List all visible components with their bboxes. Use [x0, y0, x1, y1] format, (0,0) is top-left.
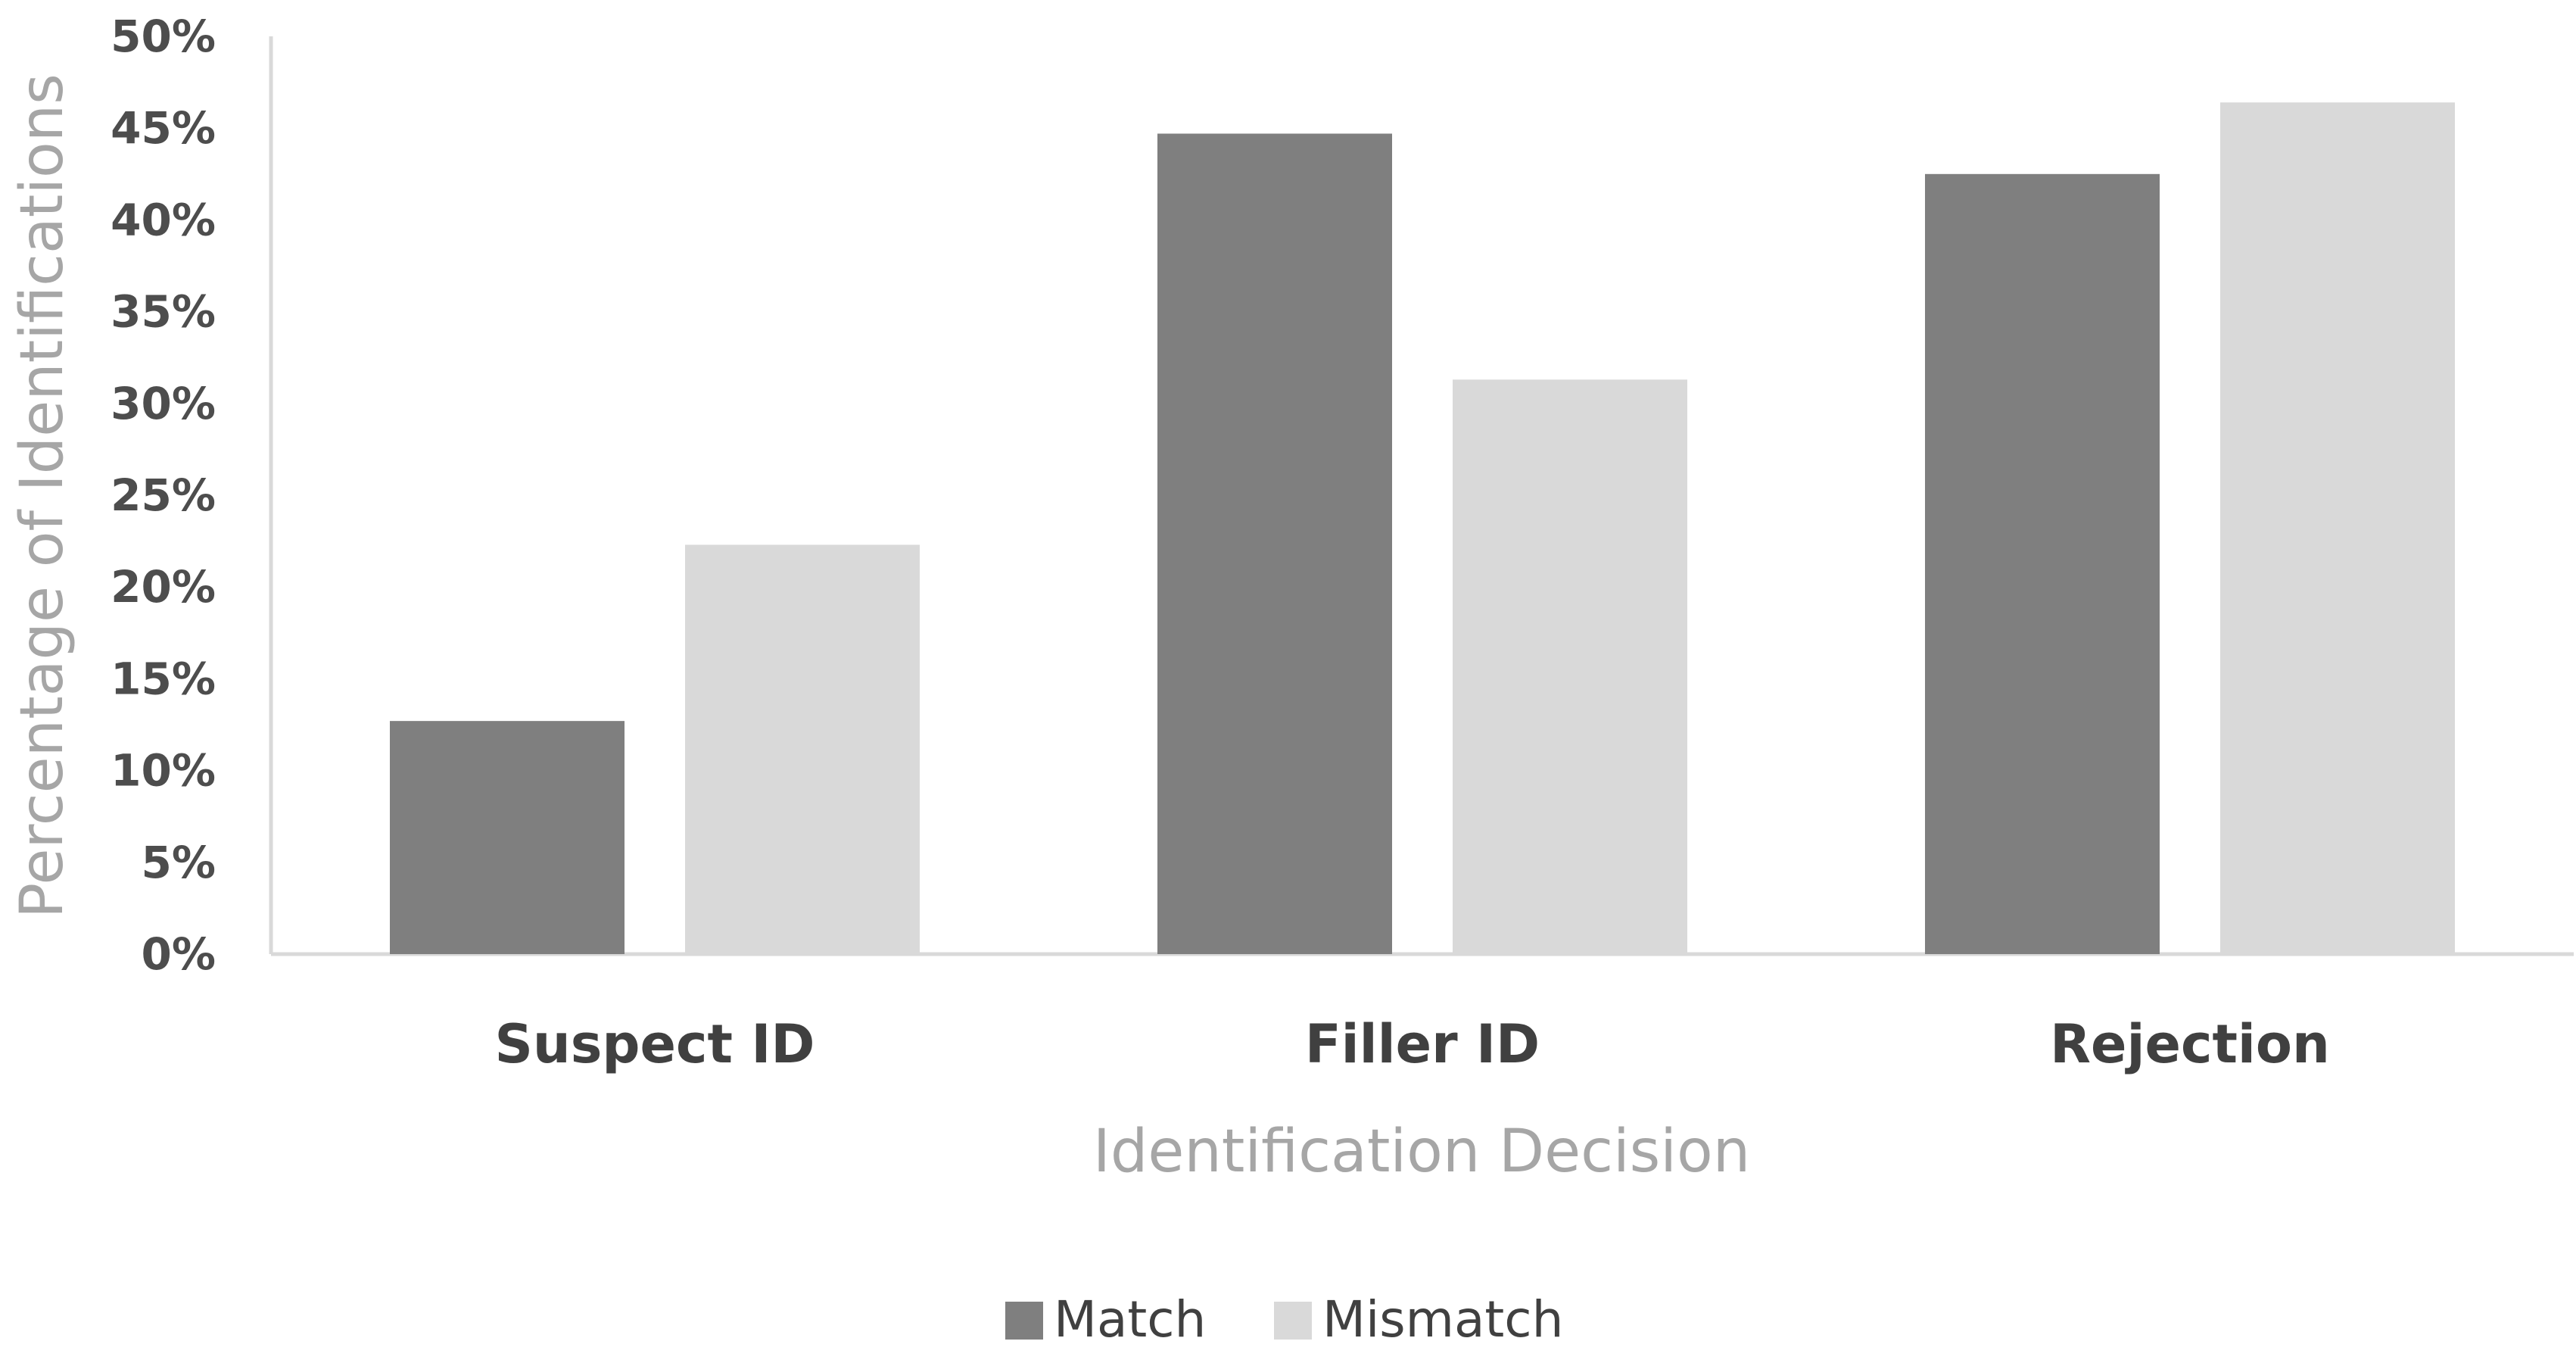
bar-match-suspect-id	[390, 721, 625, 954]
y-tick-label: 35%	[111, 286, 216, 338]
legend-label-match: Match	[1054, 1290, 1206, 1349]
bar-mismatch-filler-id	[1453, 379, 1687, 955]
category-labels: Suspect ID Filler ID Rejection	[495, 1013, 2330, 1075]
bar-match-filler-id	[1157, 133, 1392, 954]
category-label: Filler ID	[1305, 1013, 1540, 1075]
x-axis-title: Identification Decision	[1093, 1118, 1750, 1186]
category-label: Rejection	[2050, 1013, 2330, 1075]
y-tick-label: 0%	[142, 928, 216, 980]
y-tick-label: 30%	[111, 378, 216, 429]
y-tick-labels: 0% 5% 10% 15% 20% 25% 30% 35% 40% 45% 50%	[111, 11, 216, 980]
bar-mismatch-suspect-id	[685, 544, 920, 954]
legend: Match Mismatch	[1005, 1290, 1563, 1349]
bar-match-rejection	[1925, 173, 2160, 954]
legend-label-mismatch: Mismatch	[1322, 1290, 1563, 1349]
y-axis-title: Percentage of Identifications	[8, 73, 76, 919]
y-tick-label: 25%	[111, 469, 216, 521]
legend-swatch-match	[1005, 1302, 1043, 1340]
y-tick-label: 40%	[111, 194, 216, 245]
legend-swatch-mismatch	[1274, 1302, 1312, 1340]
bar-mismatch-rejection	[2220, 102, 2455, 954]
y-tick-label: 20%	[111, 561, 216, 613]
y-tick-label: 50%	[111, 11, 216, 62]
category-label: Suspect ID	[495, 1013, 815, 1075]
y-tick-label: 15%	[111, 653, 216, 704]
y-tick-label: 10%	[111, 745, 216, 797]
y-tick-label: 5%	[142, 837, 216, 888]
bars	[390, 102, 2455, 955]
y-tick-label: 45%	[111, 102, 216, 154]
